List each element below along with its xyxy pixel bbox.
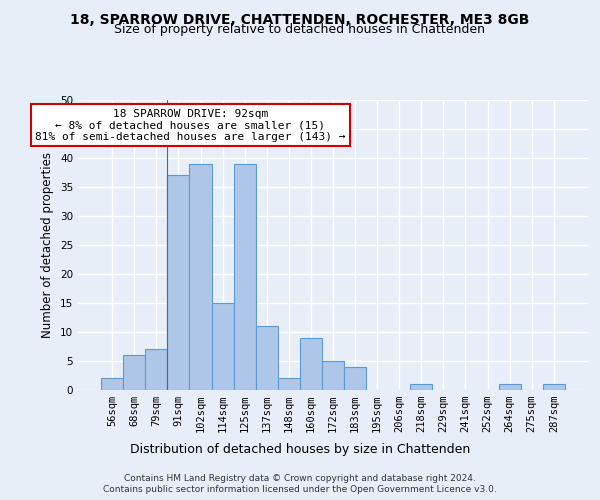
Bar [322, 361, 344, 390]
Bar [190, 164, 212, 390]
Bar [233, 164, 256, 390]
Bar [410, 384, 433, 390]
Bar [300, 338, 322, 390]
Bar [278, 378, 300, 390]
Bar [256, 326, 278, 390]
Text: Distribution of detached houses by size in Chattenden: Distribution of detached houses by size … [130, 442, 470, 456]
Text: Contains public sector information licensed under the Open Government Licence v3: Contains public sector information licen… [103, 485, 497, 494]
Bar [167, 176, 190, 390]
Text: 18, SPARROW DRIVE, CHATTENDEN, ROCHESTER, ME3 8GB: 18, SPARROW DRIVE, CHATTENDEN, ROCHESTER… [70, 12, 530, 26]
Bar [123, 355, 145, 390]
Bar [101, 378, 123, 390]
Bar [212, 303, 233, 390]
Bar [145, 350, 167, 390]
Text: Contains HM Land Registry data © Crown copyright and database right 2024.: Contains HM Land Registry data © Crown c… [124, 474, 476, 483]
Text: 18 SPARROW DRIVE: 92sqm
← 8% of detached houses are smaller (15)
81% of semi-det: 18 SPARROW DRIVE: 92sqm ← 8% of detached… [35, 108, 346, 142]
Bar [344, 367, 366, 390]
Y-axis label: Number of detached properties: Number of detached properties [41, 152, 55, 338]
Bar [543, 384, 565, 390]
Text: Size of property relative to detached houses in Chattenden: Size of property relative to detached ho… [115, 22, 485, 36]
Bar [499, 384, 521, 390]
